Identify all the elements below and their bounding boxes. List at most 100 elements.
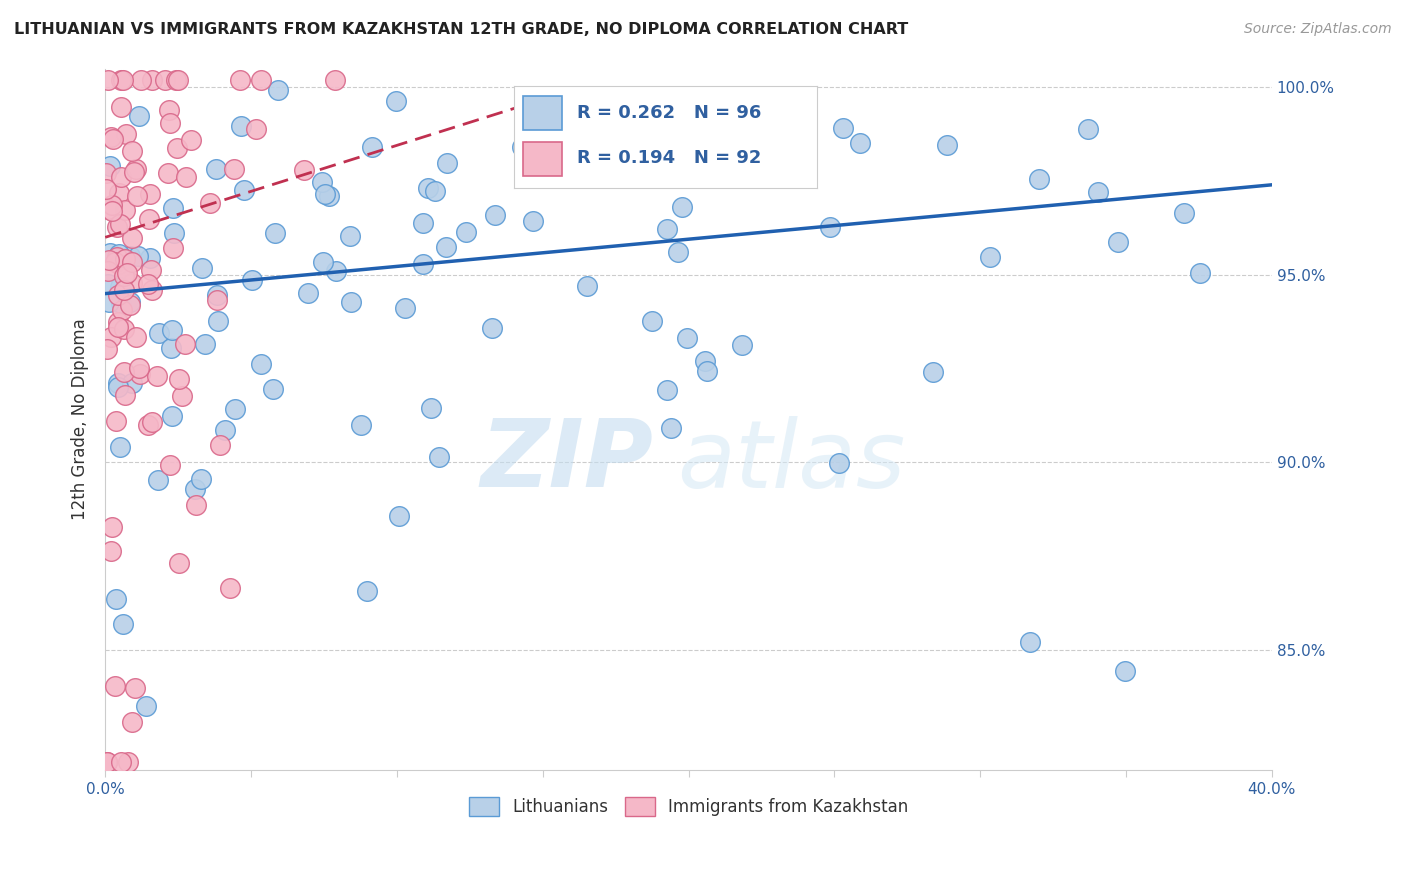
Point xyxy=(666,244,689,259)
Point xyxy=(121,254,143,268)
Point xyxy=(136,417,159,432)
Point xyxy=(207,314,229,328)
Point xyxy=(166,141,188,155)
Point xyxy=(170,389,193,403)
Point xyxy=(205,293,228,308)
Point xyxy=(128,109,150,123)
Point xyxy=(484,209,506,223)
Point xyxy=(121,714,143,729)
Point xyxy=(292,162,315,177)
Point xyxy=(97,72,120,87)
Point xyxy=(108,257,131,271)
Point xyxy=(98,159,121,173)
Point xyxy=(1114,664,1136,678)
Point xyxy=(127,249,149,263)
Point xyxy=(522,214,544,228)
Point xyxy=(110,170,132,185)
Point xyxy=(297,286,319,301)
Point xyxy=(100,203,122,218)
Point xyxy=(107,315,129,329)
Point xyxy=(108,186,131,200)
Point xyxy=(312,254,335,268)
Point xyxy=(162,241,184,255)
Text: Source: ZipAtlas.com: Source: ZipAtlas.com xyxy=(1244,22,1392,37)
Point xyxy=(420,401,443,415)
Point xyxy=(311,175,333,189)
Point xyxy=(160,409,183,424)
Point xyxy=(128,361,150,376)
Point xyxy=(107,380,129,394)
Point xyxy=(198,195,221,210)
Point xyxy=(184,482,207,496)
Point xyxy=(110,217,132,231)
Point xyxy=(412,216,434,230)
Point xyxy=(117,756,139,770)
Point xyxy=(219,582,242,596)
Point xyxy=(114,202,136,217)
Point xyxy=(101,520,124,534)
Point xyxy=(105,414,128,428)
Point xyxy=(190,472,212,486)
Point xyxy=(818,219,841,234)
Point xyxy=(388,509,411,524)
Point xyxy=(125,330,148,344)
Point xyxy=(659,420,682,434)
Point xyxy=(510,140,533,154)
Point xyxy=(112,269,135,284)
Point xyxy=(107,288,129,302)
Point xyxy=(120,249,142,263)
Point xyxy=(129,72,152,87)
Point xyxy=(138,252,160,266)
Point xyxy=(110,756,132,770)
Point xyxy=(139,262,162,277)
Point xyxy=(120,294,142,309)
Text: ZIP: ZIP xyxy=(481,416,654,508)
Point xyxy=(94,182,117,196)
Point xyxy=(110,100,132,114)
Point xyxy=(124,681,146,695)
Point xyxy=(105,220,128,235)
Point xyxy=(671,200,693,214)
Point xyxy=(233,183,256,197)
Text: LITHUANIAN VS IMMIGRANTS FROM KAZAKHSTAN 12TH GRADE, NO DIPLOMA CORRELATION CHAR: LITHUANIAN VS IMMIGRANTS FROM KAZAKHSTAN… xyxy=(14,22,908,37)
Point xyxy=(96,756,118,770)
Point xyxy=(146,473,169,487)
Point xyxy=(1107,235,1129,250)
Point xyxy=(138,187,160,202)
Point xyxy=(136,277,159,292)
Point xyxy=(141,283,163,297)
Point xyxy=(436,155,458,169)
Point xyxy=(108,441,131,455)
Point xyxy=(96,342,118,356)
Point xyxy=(731,338,754,352)
Point xyxy=(325,264,347,278)
Point xyxy=(394,301,416,315)
Point xyxy=(423,184,446,198)
Point xyxy=(114,388,136,402)
Point xyxy=(146,368,169,383)
Point xyxy=(696,364,718,378)
Point xyxy=(231,120,253,134)
Point xyxy=(318,189,340,203)
Point xyxy=(174,169,197,184)
Point xyxy=(350,418,373,433)
Point xyxy=(148,326,170,340)
Point xyxy=(100,198,122,212)
Point xyxy=(385,95,408,109)
Point xyxy=(100,544,122,558)
Point xyxy=(314,187,336,202)
Point xyxy=(141,415,163,429)
Point xyxy=(194,337,217,351)
Point xyxy=(1173,206,1195,220)
Point xyxy=(481,321,503,335)
Point xyxy=(112,283,135,297)
Point xyxy=(323,72,346,87)
Point xyxy=(263,227,285,241)
Point xyxy=(427,450,450,465)
Point xyxy=(1028,172,1050,186)
Point xyxy=(114,252,136,267)
Point xyxy=(105,591,128,606)
Point xyxy=(121,231,143,245)
Point xyxy=(112,322,135,336)
Point xyxy=(190,261,212,276)
